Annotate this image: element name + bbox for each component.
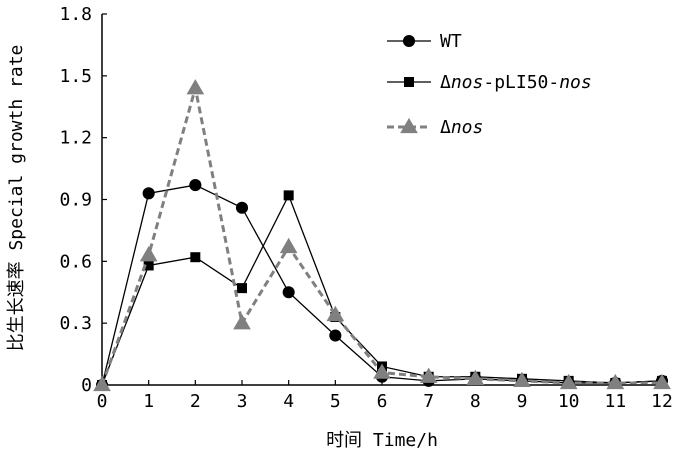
data-point <box>139 246 158 262</box>
series-1 <box>97 190 667 390</box>
data-point <box>326 305 345 322</box>
legend-label-part: nos <box>451 117 484 138</box>
data-point <box>189 179 202 192</box>
data-point <box>233 314 251 330</box>
series-2 <box>93 79 671 392</box>
legend-marker <box>400 117 418 134</box>
y-axis-ticks: 0 0.3 0.6 0.9 1.2 1.5 1.8 <box>59 4 107 396</box>
y-tick-label: 0 <box>81 375 92 396</box>
x-tick-label: 11 <box>604 391 626 412</box>
series-group <box>93 79 671 392</box>
data-point <box>466 369 485 385</box>
legend-marker <box>402 34 416 48</box>
legend-label-part: WT <box>440 31 462 52</box>
x-axis-title: 时间 Time/h <box>326 430 438 451</box>
x-tick-label: 3 <box>237 391 248 412</box>
x-tick-label: 6 <box>377 391 388 412</box>
legend-label: WT <box>440 31 462 52</box>
legend-label: Δnos-pLI50-nos <box>440 72 592 93</box>
series-line <box>101 184 663 386</box>
series-0 <box>95 179 669 392</box>
x-tick-label: 10 <box>558 391 580 412</box>
data-point <box>373 363 391 379</box>
legend-entry: WT <box>387 31 462 52</box>
data-point <box>282 286 295 299</box>
data-point <box>606 373 625 390</box>
y-tick-label: 1.2 <box>59 128 92 149</box>
y-tick-label: 1.5 <box>59 66 92 87</box>
data-point <box>190 252 201 263</box>
legend-label-part: nos <box>451 72 484 93</box>
data-point <box>279 237 298 254</box>
legend-label-part: Δ <box>440 72 451 93</box>
y-tick-label: 1.8 <box>59 4 92 25</box>
data-point <box>142 187 155 200</box>
x-tick-label: 5 <box>330 391 341 412</box>
data-point <box>513 371 531 388</box>
x-tick-label: 2 <box>190 391 201 412</box>
legend-entry: Δnos-pLI50-nos <box>387 72 592 93</box>
data-point <box>329 329 342 342</box>
legend-entry: Δnos <box>387 117 483 138</box>
x-tick-label: 0 <box>97 391 108 412</box>
x-tick-label: 4 <box>283 391 294 412</box>
data-point <box>559 373 578 390</box>
data-point <box>235 201 249 214</box>
data-point <box>93 375 111 392</box>
x-tick-label: 8 <box>470 391 481 412</box>
x-tick-label: 12 <box>651 391 673 412</box>
legend-label-part: Δ <box>440 117 451 138</box>
series-line <box>100 87 662 386</box>
series-line <box>101 193 663 386</box>
axes <box>101 14 662 386</box>
y-axis-title: 比生长速率 Special growth rate <box>6 45 27 352</box>
x-axis-ticks: 0 1 2 3 4 5 6 7 8 9 10 11 12 <box>97 380 673 412</box>
y-tick-label: 0.9 <box>59 190 92 211</box>
legend-label-part: nos <box>559 72 592 93</box>
data-point <box>653 373 671 390</box>
data-point <box>143 260 154 271</box>
legend-label: Δnos <box>440 117 483 138</box>
x-tick-label: 7 <box>423 391 434 412</box>
x-tick-label: 9 <box>517 391 528 412</box>
y-tick-label: 0.3 <box>59 313 92 334</box>
y-tick-label: 0.6 <box>59 251 92 272</box>
data-point <box>186 79 205 95</box>
data-point <box>237 283 247 294</box>
legend-marker <box>404 77 414 87</box>
legend-label-part: -pLI50- <box>483 72 559 93</box>
x-tick-label: 1 <box>143 391 154 412</box>
data-point <box>419 367 438 383</box>
data-point <box>283 190 294 201</box>
